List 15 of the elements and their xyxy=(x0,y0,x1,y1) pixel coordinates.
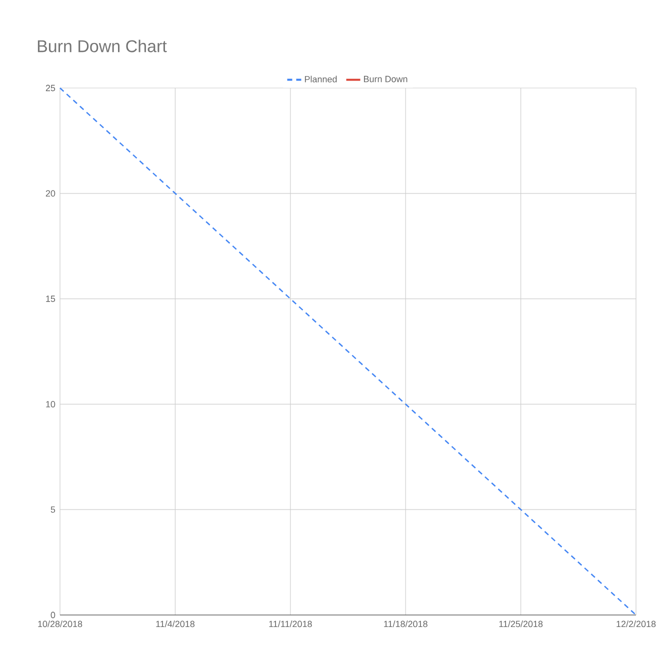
x-tick-label: 11/18/2018 xyxy=(384,620,428,628)
y-tick-label: 10 xyxy=(46,401,56,408)
chart-title: Burn Down Chart xyxy=(38,40,167,52)
y-tick-label: 20 xyxy=(46,190,56,197)
x-tick-label: 11/11/2018 xyxy=(269,620,312,628)
y-tick-label: 25 xyxy=(46,84,56,92)
y-tick-label: 5 xyxy=(50,506,56,513)
y-tick-label: 0 xyxy=(50,612,56,618)
x-tick-label: 11/25/2018 xyxy=(499,620,543,628)
legend-label: Planned xyxy=(304,76,337,82)
legend-label: Burn Down xyxy=(364,76,408,82)
x-tick-label: 10/28/2018 xyxy=(38,620,82,628)
y-tick-label: 15 xyxy=(46,296,56,302)
x-tick-label: 11/4/2018 xyxy=(156,620,194,628)
x-tick-label: 12/2/2018 xyxy=(616,620,656,628)
